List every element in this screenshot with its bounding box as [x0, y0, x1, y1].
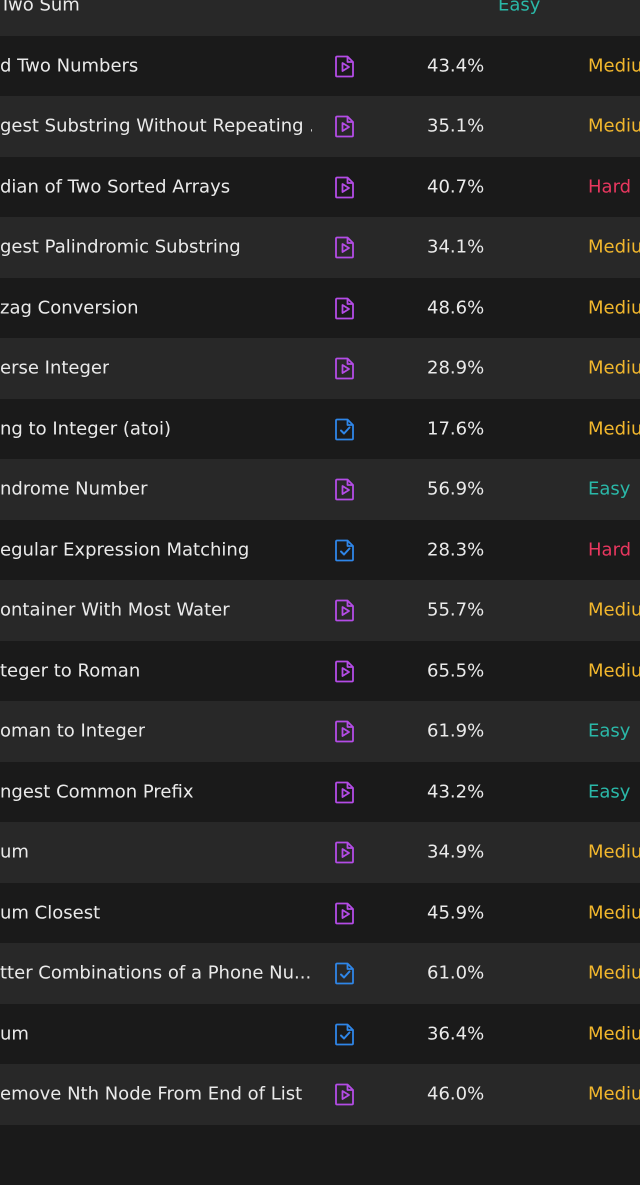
- difficulty-label: Mediu: [588, 1023, 640, 1044]
- problem-title[interactable]: ndrome Number: [0, 479, 148, 500]
- problem-title[interactable]: um: [0, 842, 29, 863]
- problem-row[interactable]: Two Sum Easy: [0, 0, 640, 36]
- problem-row[interactable]: emove Nth Node From End of List 46.0% Medi…: [0, 1064, 640, 1125]
- acceptance-rate: 45.9%: [427, 902, 484, 923]
- acceptance-rate: 34.9%: [427, 842, 484, 863]
- problem-row[interactable]: egular Expression Matching 28.3% Hard: [0, 520, 640, 581]
- difficulty-label: Mediu: [588, 963, 640, 984]
- acceptance-rate: 65.5%: [427, 660, 484, 681]
- acceptance-rate: 56.9%: [427, 479, 484, 500]
- video-file-icon[interactable]: [334, 1082, 356, 1106]
- acceptance-rate: 28.9%: [427, 358, 484, 379]
- video-file-icon[interactable]: [334, 477, 356, 501]
- problem-row[interactable]: oman to Integer 61.9% Easy: [0, 701, 640, 762]
- acceptance-rate: 46.0%: [427, 1084, 484, 1105]
- acceptance-rate: 61.0%: [427, 963, 484, 984]
- problem-row[interactable]: d Two Numbers 43.4% Mediu: [0, 36, 640, 97]
- problem-row[interactable]: ndrome Number 56.9% Easy: [0, 459, 640, 520]
- problem-title[interactable]: gest Palindromic Substring: [0, 237, 241, 258]
- problem-row[interactable]: teger to Roman 65.5% Mediu: [0, 641, 640, 702]
- difficulty-label: Easy: [588, 479, 630, 500]
- problem-row[interactable]: [0, 1125, 640, 1185]
- solution-file-icon[interactable]: [334, 417, 356, 441]
- difficulty-label: Mediu: [588, 660, 640, 681]
- problem-title[interactable]: emove Nth Node From End of List: [0, 1084, 302, 1105]
- problem-row[interactable]: zag Conversion 48.6% Mediu: [0, 278, 640, 339]
- difficulty-label: Mediu: [588, 237, 640, 258]
- difficulty-label: Easy: [498, 0, 540, 16]
- difficulty-label: Easy: [588, 721, 630, 742]
- difficulty-label: Hard: [588, 176, 631, 197]
- difficulty-label: Mediu: [588, 902, 640, 923]
- problem-row[interactable]: um 34.9% Mediu: [0, 822, 640, 883]
- video-file-icon[interactable]: [334, 598, 356, 622]
- difficulty-label: Hard: [588, 539, 631, 560]
- video-file-icon[interactable]: [334, 719, 356, 743]
- video-file-icon[interactable]: [334, 780, 356, 804]
- difficulty-label: Mediu: [588, 1084, 640, 1105]
- difficulty-label: Mediu: [588, 358, 640, 379]
- solution-file-icon[interactable]: [334, 1022, 356, 1046]
- acceptance-rate: 43.2%: [427, 781, 484, 802]
- acceptance-rate: 43.4%: [427, 55, 484, 76]
- problem-title[interactable]: Two Sum: [0, 0, 80, 16]
- problem-row[interactable]: gest Palindromic Substring 34.1% Mediu: [0, 217, 640, 278]
- acceptance-rate: 48.6%: [427, 297, 484, 318]
- problem-title[interactable]: zag Conversion: [0, 297, 139, 318]
- video-file-icon[interactable]: [334, 235, 356, 259]
- video-file-icon[interactable]: [334, 356, 356, 380]
- problem-title[interactable]: dian of Two Sorted Arrays: [0, 176, 230, 197]
- problem-row[interactable]: ontainer With Most Water 55.7% Mediu: [0, 580, 640, 641]
- video-file-icon[interactable]: [334, 175, 356, 199]
- acceptance-rate: 36.4%: [427, 1023, 484, 1044]
- problem-title[interactable]: d Two Numbers: [0, 55, 138, 76]
- problem-row[interactable]: ng to Integer (atoi) 17.6% Mediu: [0, 399, 640, 460]
- acceptance-rate: 35.1%: [427, 116, 484, 137]
- problem-title[interactable]: ontainer With Most Water: [0, 600, 230, 621]
- problem-row[interactable]: tter Combinations of a Phone Nu... 61.0% M…: [0, 943, 640, 1004]
- problem-title[interactable]: erse Integer: [0, 358, 109, 379]
- problem-title[interactable]: teger to Roman: [0, 660, 140, 681]
- problem-title[interactable]: ngest Common Prefix: [0, 781, 193, 802]
- problem-row[interactable]: gest Substring Without Repeating ... 35.1…: [0, 96, 640, 157]
- difficulty-label: Mediu: [588, 418, 640, 439]
- acceptance-rate: 55.7%: [427, 600, 484, 621]
- acceptance-rate: 40.7%: [427, 176, 484, 197]
- problem-title[interactable]: gest Substring Without Repeating ...: [0, 116, 312, 137]
- video-file-icon[interactable]: [334, 901, 356, 925]
- difficulty-label: Mediu: [588, 55, 640, 76]
- problem-row[interactable]: um 36.4% Mediu: [0, 1004, 640, 1065]
- problem-title[interactable]: oman to Integer: [0, 721, 145, 742]
- acceptance-rate: 28.3%: [427, 539, 484, 560]
- video-file-icon[interactable]: [334, 840, 356, 864]
- video-file-icon[interactable]: [334, 296, 356, 320]
- solution-file-icon[interactable]: [334, 538, 356, 562]
- acceptance-rate: 61.9%: [427, 721, 484, 742]
- problem-row[interactable]: dian of Two Sorted Arrays 40.7% Hard: [0, 157, 640, 218]
- video-file-icon[interactable]: [334, 114, 356, 138]
- problem-title[interactable]: ng to Integer (atoi): [0, 418, 171, 439]
- problem-title[interactable]: egular Expression Matching: [0, 539, 249, 560]
- video-file-icon[interactable]: [334, 659, 356, 683]
- video-file-icon[interactable]: [334, 54, 356, 78]
- problem-title[interactable]: tter Combinations of a Phone Nu...: [0, 963, 311, 984]
- difficulty-label: Mediu: [588, 297, 640, 318]
- problem-row[interactable]: ngest Common Prefix 43.2% Easy: [0, 762, 640, 823]
- acceptance-rate: 34.1%: [427, 237, 484, 258]
- acceptance-rate: 17.6%: [427, 418, 484, 439]
- difficulty-label: Mediu: [588, 842, 640, 863]
- problem-title[interactable]: um Closest: [0, 902, 100, 923]
- problem-title[interactable]: um: [0, 1023, 29, 1044]
- problem-row[interactable]: erse Integer 28.9% Mediu: [0, 338, 640, 399]
- solution-file-icon[interactable]: [334, 961, 356, 985]
- difficulty-label: Mediu: [588, 116, 640, 137]
- problem-row[interactable]: um Closest 45.9% Mediu: [0, 883, 640, 944]
- difficulty-label: Mediu: [588, 600, 640, 621]
- difficulty-label: Easy: [588, 781, 630, 802]
